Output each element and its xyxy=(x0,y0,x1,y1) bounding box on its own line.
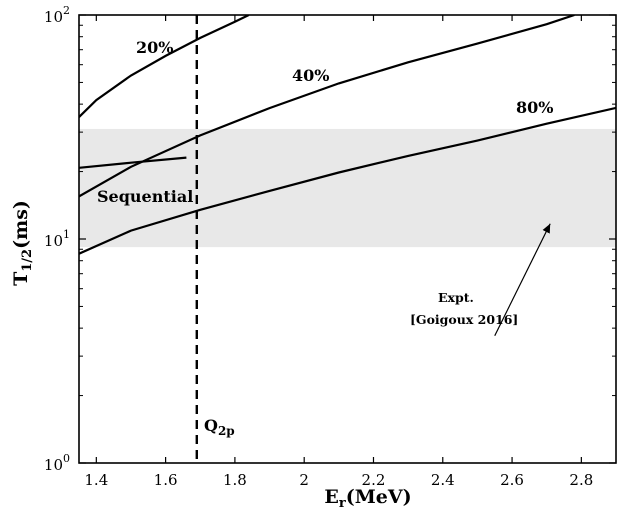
label-40-percent: 40% xyxy=(292,66,329,85)
x-axis-label-main: E xyxy=(324,486,338,508)
y-tick-label: 102 xyxy=(44,4,70,26)
series-line-80 xyxy=(79,106,616,255)
expt-arrow xyxy=(494,223,551,336)
series-line-20 xyxy=(79,15,250,118)
y-axis-label-rest: (ms) xyxy=(10,200,32,249)
x-tick-label: 2.6 xyxy=(500,471,524,489)
annotation-labels: 20% 40% 80% Sequential Expt. [Goigoux 20… xyxy=(97,38,553,438)
label-sequential: Sequential xyxy=(97,187,193,206)
x-tick-label: 2.8 xyxy=(569,471,593,489)
label-20-percent: 20% xyxy=(136,38,173,57)
label-expt: Expt. xyxy=(438,290,474,305)
label-q2p-main: Q xyxy=(204,416,218,435)
series-line-40 xyxy=(79,15,575,198)
y-axis-label: T1/2(ms) xyxy=(10,200,35,286)
ticks-layer: 1.4 1.6 1.8 2 2.2 2.4 2.6 2.8 100 101 102 xyxy=(44,4,616,489)
label-q2p-sub: 2p xyxy=(218,424,235,438)
x-axis-label-rest: (MeV) xyxy=(346,486,412,508)
svg-text:Er(MeV): Er(MeV) xyxy=(324,486,411,511)
x-tick-label: 1.8 xyxy=(223,471,247,489)
label-goigoux: [Goigoux 2016] xyxy=(410,312,518,327)
y-tick-label: 101 xyxy=(44,228,70,250)
x-tick-label: 1.4 xyxy=(84,471,108,489)
x-tick-label: 1.6 xyxy=(154,471,178,489)
label-80-percent: 80% xyxy=(516,98,553,117)
x-tick-label: 2.2 xyxy=(362,471,386,489)
y-axis-label-main: T xyxy=(10,272,32,286)
series-line-sequential xyxy=(79,156,187,169)
x-axis-label: Er(MeV) xyxy=(324,486,411,511)
series-layer xyxy=(79,15,616,255)
y-tick-label: 100 xyxy=(44,452,70,474)
x-tick-label: 2.4 xyxy=(431,471,455,489)
svg-text:T1/2(ms): T1/2(ms) xyxy=(10,200,35,286)
label-q2p: Q2p xyxy=(204,416,235,438)
x-axis-label-sub: r xyxy=(339,496,346,511)
y-axis-label-sub: 1/2 xyxy=(20,249,35,272)
x-tick-label: 2 xyxy=(299,471,309,489)
